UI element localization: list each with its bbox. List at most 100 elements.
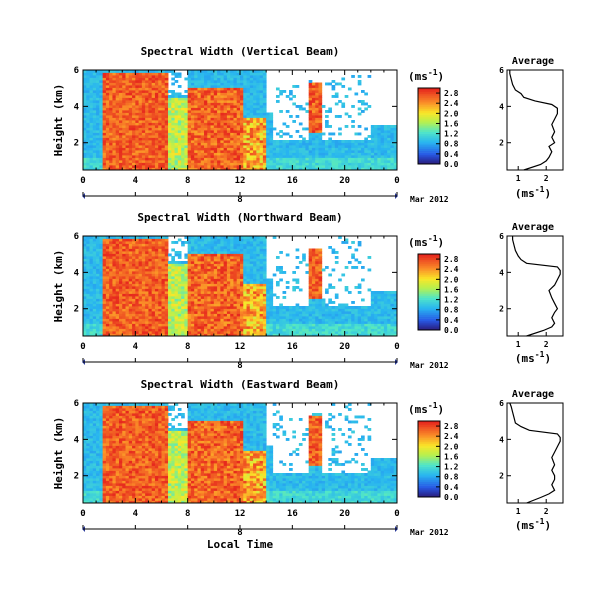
heatmap-cell xyxy=(364,160,368,163)
heatmap-cell xyxy=(249,72,254,76)
heatmap-cell xyxy=(259,147,264,151)
heatmap-cell xyxy=(253,142,257,146)
heatmap-cell xyxy=(240,70,244,73)
heatmap-cell xyxy=(181,326,185,329)
heatmap-cell xyxy=(262,85,267,88)
heatmap-cell xyxy=(207,160,211,163)
heatmap-cell xyxy=(177,112,182,116)
heatmap-cell xyxy=(109,326,113,329)
heatmap-cell xyxy=(115,132,120,136)
heatmap-cell xyxy=(334,142,339,146)
heatmap-cell xyxy=(236,326,241,329)
heatmap-cell xyxy=(364,147,368,151)
heatmap-cell xyxy=(220,286,225,289)
heatmap-cell xyxy=(387,132,391,136)
heatmap-cell xyxy=(190,162,195,166)
heatmap-cell xyxy=(174,147,179,151)
heatmap-cell xyxy=(259,100,264,103)
heatmap-cell xyxy=(204,72,208,76)
heatmap-cell xyxy=(132,243,136,247)
heatmap-cell xyxy=(83,117,87,121)
heatmap-cell xyxy=(194,167,198,171)
heatmap-cell xyxy=(200,308,205,312)
heatmap-cell xyxy=(148,308,153,312)
heatmap-cell xyxy=(262,82,267,86)
heatmap-cell xyxy=(125,77,130,81)
heatmap-cell xyxy=(184,77,189,81)
heatmap-cell xyxy=(141,321,146,324)
heatmap-cell xyxy=(102,97,107,101)
heatmap-cell xyxy=(174,160,179,163)
heatmap-cell xyxy=(132,278,136,282)
heatmap-cell xyxy=(168,311,172,314)
heatmap-cell xyxy=(249,145,254,148)
heatmap-cell xyxy=(190,306,195,309)
heatmap-cell xyxy=(89,311,94,314)
heatmap-cell xyxy=(161,165,166,168)
heatmap-cell xyxy=(253,165,257,168)
heatmap-cell xyxy=(171,291,175,294)
heatmap-cell xyxy=(298,140,303,143)
heatmap-cell xyxy=(154,165,159,168)
heatmap-cell xyxy=(154,283,159,287)
heatmap-cell xyxy=(226,243,231,247)
heatmap-cell xyxy=(105,75,110,78)
heatmap-cell xyxy=(289,140,293,143)
heatmap-cell xyxy=(112,328,117,332)
heatmap-cell xyxy=(161,303,166,307)
heatmap-cell xyxy=(230,283,234,287)
heatmap-cell xyxy=(115,75,120,78)
heatmap-cell xyxy=(177,85,182,88)
heatmap-cell xyxy=(370,130,375,133)
heatmap-cell xyxy=(158,90,162,93)
heatmap-cell xyxy=(161,117,166,121)
heatmap-cell xyxy=(177,152,182,156)
heatmap-cell xyxy=(83,278,87,282)
heatmap-cell xyxy=(112,308,117,312)
heatmap-cell xyxy=(210,100,215,103)
heatmap-cell xyxy=(295,140,300,143)
heatmap-cell xyxy=(194,296,198,299)
heatmap-cell xyxy=(220,318,225,322)
heatmap-cell xyxy=(86,318,90,322)
heatmap-cell xyxy=(184,167,189,171)
heatmap-cell xyxy=(112,256,117,259)
heatmap-cell xyxy=(236,306,241,309)
heatmap-cell xyxy=(292,160,296,163)
heatmap-cell xyxy=(207,145,211,148)
heatmap-cell xyxy=(308,152,313,156)
heatmap-cell xyxy=(269,120,274,123)
heatmap-cell xyxy=(145,291,149,294)
heatmap-cell xyxy=(105,291,110,294)
heatmap-cell xyxy=(115,321,120,324)
heatmap-cell xyxy=(122,122,126,126)
heatmap-cell xyxy=(190,120,195,123)
heatmap-cell xyxy=(230,271,234,274)
heatmap-cell xyxy=(220,328,225,332)
heatmap-cell xyxy=(220,258,225,262)
heatmap-cell xyxy=(240,140,244,143)
heatmap-cell xyxy=(102,95,107,98)
heatmap-cell xyxy=(204,162,208,166)
heatmap-cell xyxy=(83,107,87,111)
heatmap-cell xyxy=(249,155,254,158)
heatmap-cell xyxy=(181,243,185,247)
heatmap-cell xyxy=(122,87,126,91)
heatmap-cell xyxy=(308,132,313,136)
heatmap-cell xyxy=(145,256,149,259)
heatmap-cell xyxy=(99,241,104,244)
heatmap-cell xyxy=(83,291,87,294)
heatmap-cell xyxy=(200,157,205,161)
heatmap-cell xyxy=(223,296,228,299)
heatmap-cell xyxy=(210,288,215,292)
heatmap-cell xyxy=(96,256,100,259)
heatmap-cell xyxy=(112,120,117,123)
heatmap-cell xyxy=(262,140,267,143)
heatmap-cell xyxy=(230,100,234,103)
heatmap-cell xyxy=(122,263,126,267)
heatmap-cell xyxy=(145,125,149,128)
heatmap-cell xyxy=(125,273,130,277)
heatmap-cell xyxy=(200,127,205,131)
heatmap-cell xyxy=(105,130,110,133)
heatmap-cell xyxy=(240,162,244,166)
